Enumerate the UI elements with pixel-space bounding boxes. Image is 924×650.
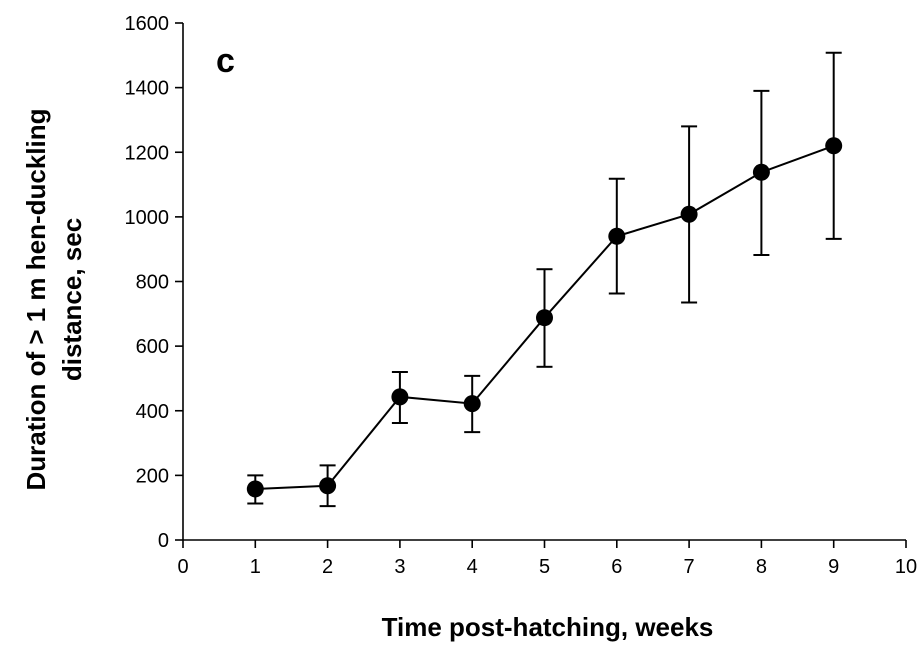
y-tick-label: 1000 xyxy=(125,207,170,229)
data-point xyxy=(680,205,698,223)
y-tick-label: 400 xyxy=(136,401,169,423)
data-point xyxy=(246,480,264,498)
x-tick-label: 3 xyxy=(394,556,405,578)
series-group xyxy=(246,137,843,498)
x-tick-label: 6 xyxy=(611,556,622,578)
error-bars xyxy=(247,51,842,508)
y-tick-label: 1600 xyxy=(125,13,170,35)
data-point xyxy=(319,477,337,495)
x-tick-label: 2 xyxy=(322,556,333,578)
x-tick-label: 8 xyxy=(756,556,767,578)
y-tick-label: 0 xyxy=(158,530,169,552)
x-tick-label: 0 xyxy=(177,556,188,578)
data-point xyxy=(463,395,481,413)
data-point xyxy=(536,309,553,327)
x-tick-label: 5 xyxy=(539,556,550,578)
x-axis-ticks: 0 1 2 3 4 5 6 7 8 9 10 xyxy=(177,540,917,578)
y-axis-ticks: 0 200 400 600 800 1000 1200 1400 1600 xyxy=(125,13,183,552)
y-tick-label: 800 xyxy=(136,272,169,294)
y-tick-label: 600 xyxy=(136,336,169,358)
y-tick-label: 200 xyxy=(136,465,169,487)
x-tick-label: 10 xyxy=(895,556,917,578)
x-axis-label: Time post-hatching, weeks xyxy=(382,612,714,642)
data-point xyxy=(752,163,770,181)
x-tick-label: 9 xyxy=(828,556,839,578)
x-tick-label: 4 xyxy=(467,556,478,578)
x-tick-label: 7 xyxy=(684,556,695,578)
panel-label: c xyxy=(216,42,235,80)
y-axis-label-line-1: Duration of > 1 m hen-duckling xyxy=(21,108,51,490)
y-axis-label: Duration of > 1 m hen-duckling distance,… xyxy=(21,108,87,490)
data-point xyxy=(608,227,626,245)
y-tick-label: 1400 xyxy=(125,78,170,100)
x-tick-label: 1 xyxy=(250,556,261,578)
y-axis-label-line-2: distance, sec xyxy=(57,218,87,381)
y-tick-label: 1200 xyxy=(125,142,170,164)
data-point xyxy=(391,388,409,406)
data-point xyxy=(825,137,843,155)
